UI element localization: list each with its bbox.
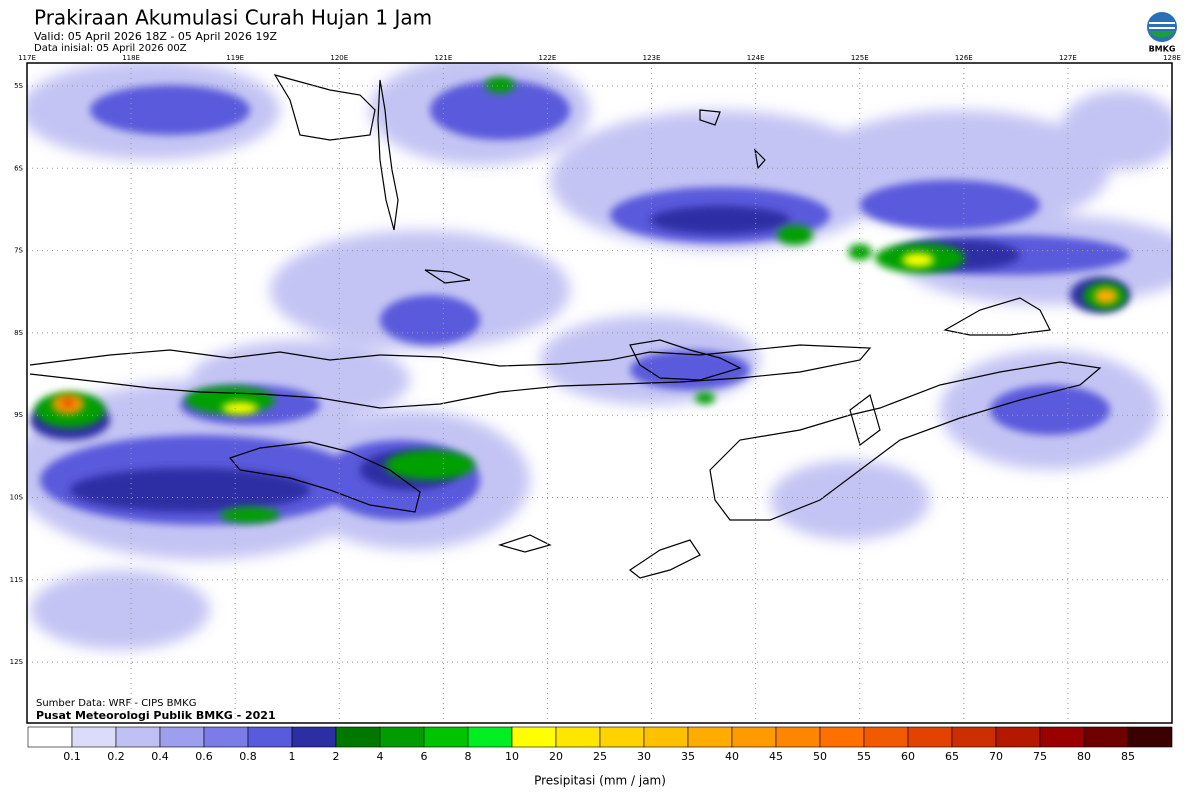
color-swatch (159, 726, 205, 748)
colorbar-label: 30 (637, 750, 651, 763)
colorbar-label: 6 (421, 750, 428, 763)
title: Prakiraan Akumulasi Curah Hujan 1 Jam (34, 6, 432, 30)
colorbar-label: 10 (505, 750, 519, 763)
colorbar-label: 40 (725, 750, 739, 763)
lon-label: 121E (434, 54, 452, 62)
colorbar-label: 60 (901, 750, 915, 763)
colorbar-label: 75 (1033, 750, 1047, 763)
lon-label: 127E (1059, 54, 1077, 62)
color-swatch (951, 726, 997, 748)
lon-label: 126E (955, 54, 973, 62)
colorbar-label: 65 (945, 750, 959, 763)
color-swatch (467, 726, 513, 748)
lat-label: 7S (14, 247, 23, 255)
colorbar-label: 8 (465, 750, 472, 763)
color-swatch (863, 726, 909, 748)
color-swatch (731, 726, 777, 748)
colorbar-label: 0.8 (239, 750, 257, 763)
colorbar-label: 50 (813, 750, 827, 763)
lat-label: 9S (14, 411, 23, 419)
colorbar-label: 25 (593, 750, 607, 763)
lat-label: 6S (14, 164, 23, 172)
color-swatch (819, 726, 865, 748)
colorbar-label: 0.4 (151, 750, 169, 763)
colorbar-label: 70 (989, 750, 1003, 763)
color-swatch (291, 726, 337, 748)
color-swatch (555, 726, 601, 748)
color-swatch (115, 726, 161, 748)
colorbar-label: 35 (681, 750, 695, 763)
color-swatch (995, 726, 1041, 748)
colorbar: 0.1 0.2 0.4 0.6 0.8 1 2 4 6 8 10 20 25 30 35 40 45 50 55 60… (27, 726, 1173, 763)
color-swatch (27, 726, 73, 748)
colorbar-label: 80 (1077, 750, 1091, 763)
lon-label: 122E (539, 54, 557, 62)
colorbar-label: 0.6 (195, 750, 213, 763)
color-swatch (247, 726, 293, 748)
lat-label: 10S (10, 494, 24, 502)
colorbar-label: 20 (549, 750, 563, 763)
colorbar-title: Presipitasi (mm / jam) (534, 774, 666, 788)
colorbar-label: 85 (1121, 750, 1135, 763)
colorbar-label: 1 (289, 750, 296, 763)
color-swatch (907, 726, 953, 748)
map-frame (26, 62, 1173, 724)
coastlines (29, 74, 1102, 579)
logo-text: BMKG (1149, 45, 1176, 54)
source-note: Sumber Data: WRF - CIPS BMKG (36, 698, 196, 709)
credit-note: Pusat Meteorologi Publik BMKG - 2021 (36, 709, 276, 722)
colorbar-label: 2 (333, 750, 340, 763)
axis-labels: 117E 118E 119E 120E 121E 122E 123E 124E 125E 126E… (10, 54, 1181, 666)
color-swatch (687, 726, 733, 748)
color-swatch (423, 726, 469, 748)
lat-label: 5S (14, 82, 23, 90)
color-swatch (335, 726, 381, 748)
color-swatch (643, 726, 689, 748)
color-swatch (599, 726, 645, 748)
color-swatch (203, 726, 249, 748)
color-swatch (1083, 726, 1129, 748)
color-swatch (511, 726, 557, 748)
map-area: Sumber Data: WRF - CIPS BMKG Pusat Meteo… (27, 63, 1172, 723)
color-swatch (775, 726, 821, 748)
colorbar-label: 45 (769, 750, 783, 763)
logo-base (1148, 31, 1176, 38)
lon-label: 125E (851, 54, 869, 62)
bmkg-logo: BMKG (1147, 12, 1177, 54)
colorbar-label: 0.2 (107, 750, 125, 763)
color-swatch (71, 726, 117, 748)
lat-label: 11S (10, 576, 24, 584)
lon-label: 119E (226, 54, 244, 62)
initial-time: Data inisial: 05 April 2026 00Z (34, 43, 187, 54)
color-swatch (379, 726, 425, 748)
colorbar-label: 4 (377, 750, 384, 763)
color-swatch (1039, 726, 1085, 748)
lon-label: 120E (330, 54, 348, 62)
colorbar-label: 55 (857, 750, 871, 763)
lon-label: 128E (1163, 54, 1181, 62)
lon-label: 117E (18, 54, 36, 62)
lat-label: 8S (14, 329, 23, 337)
graticule (27, 63, 1172, 723)
lon-label: 124E (747, 54, 765, 62)
logo-stripe (1149, 27, 1175, 29)
rain-intense (52, 253, 1118, 414)
valid-time: Valid: 05 April 2026 18Z - 05 April 2026… (34, 30, 277, 43)
lon-label: 123E (643, 54, 661, 62)
lon-label: 118E (122, 54, 140, 62)
color-swatch (1127, 726, 1173, 748)
colorbar-label: 0.1 (63, 750, 81, 763)
lat-label: 12S (10, 658, 24, 666)
logo-stripe (1149, 22, 1175, 24)
